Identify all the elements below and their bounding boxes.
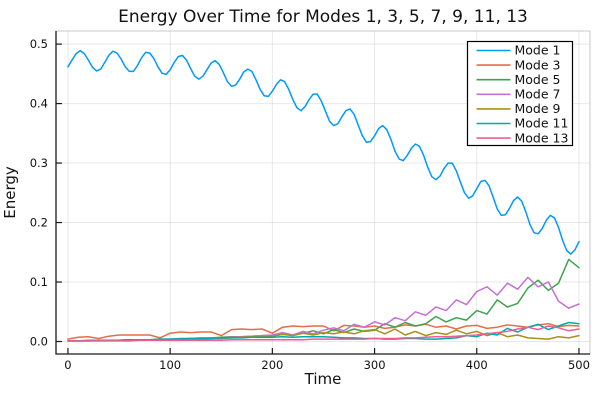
y-tick-label: 0.3 [30,156,48,170]
x-tick-label: 200 [261,358,283,372]
series-line-mode-5 [67,258,580,342]
axis-ticks [56,43,580,354]
y-tick-label: 0.4 [30,97,48,111]
x-tick-label: 500 [568,358,590,372]
legend-entry-label: Mode 3 [515,57,561,72]
x-tick-label: 100 [159,358,181,372]
legend-entry-label: Mode 5 [515,72,561,87]
series-line-mode-3 [67,322,580,340]
legend-entry-label: Mode 1 [515,43,561,58]
legend-entry-label: Mode 7 [515,87,561,102]
legend-entry-label: Mode 11 [515,116,569,131]
legend-entry-label: Mode 13 [515,130,569,145]
y-tick-label: 0.2 [30,216,48,230]
plot-frame [55,30,591,355]
axis-spines [55,31,590,355]
series-line-mode-11 [67,321,580,342]
y-tick-label: 0.1 [30,275,48,289]
series-line-mode-1 [67,49,580,255]
x-axis-label: Time [304,370,342,388]
tick-labels: 0 100 200 300 400 500 0.0 0.1 0.2 0.3 0.4 0.5 [30,37,590,372]
y-axis-label: Energy [1,166,19,219]
series-line-mode-13 [67,325,580,342]
x-tick-label: 400 [466,358,488,372]
series-lines [67,49,580,342]
x-tick-label: 300 [364,358,386,372]
legend-entry-label: Mode 9 [515,101,561,116]
gridlines [56,31,590,354]
chart-title: Energy Over Time for Modes 1, 3, 5, 7, 9… [118,7,528,27]
x-tick-label: 0 [64,358,71,372]
y-tick-label: 0.5 [30,37,48,51]
y-tick-label: 0.0 [30,335,48,349]
